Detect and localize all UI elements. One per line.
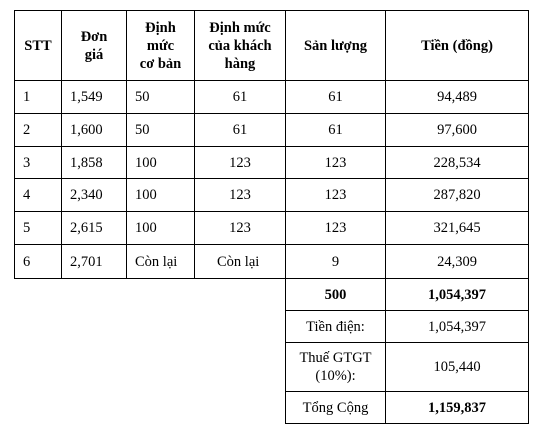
row-4-customer-quota: 123: [194, 178, 286, 212]
row-2-customer-quota: 61: [194, 113, 286, 147]
row-4-amount: 287,820: [385, 178, 529, 212]
row-2-basic-quota: 50: [126, 113, 195, 147]
row-1-stt: 1: [14, 80, 62, 114]
row-5-unit-price: 2,615: [61, 211, 127, 245]
row-5-amount: 321,645: [385, 211, 529, 245]
row-3-basic-quota: 100: [126, 146, 195, 179]
row-4-basic-quota: 100: [126, 178, 195, 212]
summary-total-amount: 1,054,397: [385, 278, 529, 311]
row-1-customer-quota: 61: [194, 80, 286, 114]
header-customer-quota: Định mức của khách hàng: [194, 10, 286, 81]
row-2-unit-price: 1,600: [61, 113, 127, 147]
vat-label: Thuế GTGT (10%):: [285, 342, 386, 392]
row-4-unit-price: 2,340: [61, 178, 127, 212]
header-amount: Tiền (đồng): [385, 10, 529, 81]
row-6-basic-quota: Còn lại: [126, 244, 195, 279]
header-basic-quota: Định mức cơ bản: [126, 10, 195, 81]
row-3-amount: 228,534: [385, 146, 529, 179]
row-6-unit-price: 2,701: [61, 244, 127, 279]
electricity-label: Tiền điện:: [285, 310, 386, 343]
row-5-basic-quota: 100: [126, 211, 195, 245]
vat-value: 105,440: [385, 342, 529, 392]
row-3-unit-price: 1,858: [61, 146, 127, 179]
header-output: Sản lượng: [285, 10, 386, 81]
summary-total-output: 500: [285, 278, 386, 311]
row-3-output: 123: [285, 146, 386, 179]
row-6-amount: 24,309: [385, 244, 529, 279]
row-2-output: 61: [285, 113, 386, 147]
row-1-output: 61: [285, 80, 386, 114]
row-2-stt: 2: [14, 113, 62, 147]
row-5-stt: 5: [14, 211, 62, 245]
row-1-unit-price: 1,549: [61, 80, 127, 114]
row-5-output: 123: [285, 211, 386, 245]
row-1-amount: 94,489: [385, 80, 529, 114]
row-4-stt: 4: [14, 178, 62, 212]
row-3-customer-quota: 123: [194, 146, 286, 179]
row-1-basic-quota: 50: [126, 80, 195, 114]
header-unit-price: Đơn giá: [61, 10, 127, 81]
row-6-stt: 6: [14, 244, 62, 279]
row-3-stt: 3: [14, 146, 62, 179]
row-6-customer-quota: Còn lại: [194, 244, 286, 279]
electricity-value: 1,054,397: [385, 310, 529, 343]
row-6-output: 9: [285, 244, 386, 279]
row-4-output: 123: [285, 178, 386, 212]
grand-total-value: 1,159,837: [385, 391, 529, 424]
row-2-amount: 97,600: [385, 113, 529, 147]
grand-total-label: Tổng Cộng: [285, 391, 386, 424]
header-stt: STT: [14, 10, 62, 81]
row-5-customer-quota: 123: [194, 211, 286, 245]
